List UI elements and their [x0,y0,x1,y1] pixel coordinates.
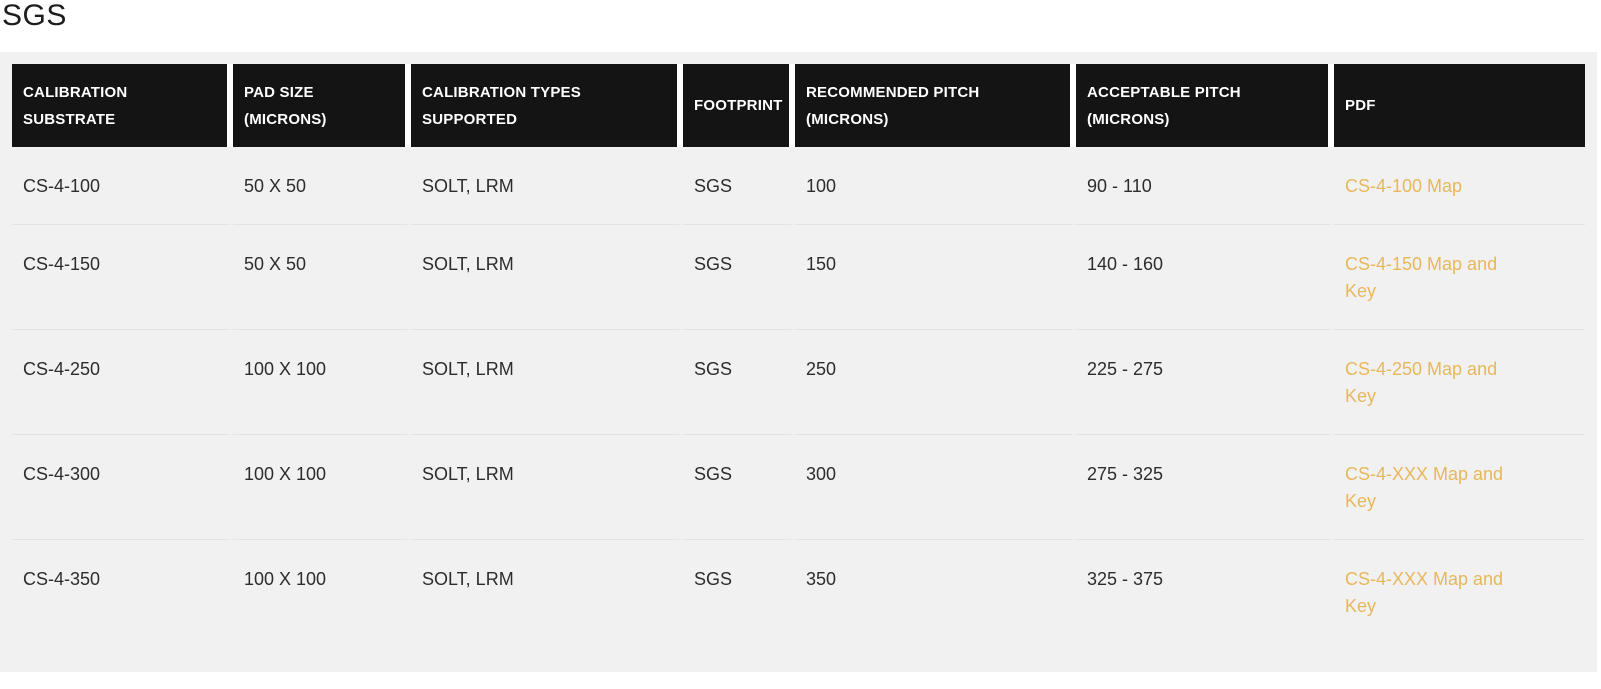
cell-pad-size: 100 X 100 [233,434,411,539]
cell-pdf: CS-4-150 Map and Key [1334,224,1585,329]
cell-recommended-pitch: 100 [806,176,837,196]
cell-calibration-substrate: CS-4-100 [23,176,101,196]
column-header-footprint: FOOTPRINT [683,64,795,147]
cell-acceptable-pitch: 90 - 110 [1087,176,1152,196]
table-row: CS-4-100 50 X 50 SOLT, LRM SGS 100 90 - … [12,147,1585,224]
calibration-substrates-table: CALIBRATION SUBSTRATE PAD SIZE (MICRONS)… [12,64,1585,644]
cell-calibration-types: SOLT, LRM [422,176,514,196]
cell-footprint: SGS [683,224,795,329]
cell-pdf: CS-4-250 Map and Key [1334,329,1585,434]
table-header: CALIBRATION SUBSTRATE PAD SIZE (MICRONS)… [12,64,1585,147]
cell-calibration-substrate: CS-4-350 [12,539,233,644]
pdf-link[interactable]: CS-4-250 Map and Key [1345,359,1498,406]
pdf-link[interactable]: CS-4-100 Map [1345,176,1463,196]
cell-calibration-substrate: CS-4-150 [12,224,233,329]
cell-pdf: CS-4-XXX Map and Key [1334,434,1585,539]
page-title: SGS [2,0,67,32]
cell-calibration-types: SOLT, LRM [411,224,683,329]
cell-pad-size: 100 X 100 [233,539,411,644]
cell-footprint: SGS [683,539,795,644]
cell-recommended-pitch: 250 [795,329,1076,434]
table-row: CS-4-250 100 X 100 SOLT, LRM SGS 250 225… [12,329,1585,434]
cell-pad-size: 50 X 50 [244,176,307,196]
table-body: CS-4-100 50 X 50 SOLT, LRM SGS 100 90 - … [12,147,1585,644]
column-header-calibration-types: CALIBRATION TYPES SUPPORTED [411,64,683,147]
column-header-pdf: PDF [1334,64,1585,147]
cell-acceptable-pitch: 140 - 160 [1076,224,1334,329]
cell-recommended-pitch: 150 [795,224,1076,329]
cell-pdf: CS-4-100 Map [1334,147,1585,224]
column-header-acceptable-pitch: ACCEPTABLE PITCH (MICRONS) [1076,64,1334,147]
cell-acceptable-pitch: 275 - 325 [1076,434,1334,539]
cell-acceptable-pitch: 225 - 275 [1076,329,1334,434]
column-header-pad-size: PAD SIZE (MICRONS) [233,64,411,147]
column-header-calibration-substrate: CALIBRATION SUBSTRATE [12,64,233,147]
cell-calibration-substrate: CS-4-250 [12,329,233,434]
cell-calibration-substrate: CS-4-300 [12,434,233,539]
pdf-link[interactable]: CS-4-XXX Map and Key [1345,464,1504,511]
cell-footprint: SGS [694,176,733,196]
cell-acceptable-pitch: 325 - 375 [1076,539,1334,644]
pdf-link[interactable]: CS-4-XXX Map and Key [1345,569,1504,616]
cell-pad-size: 50 X 50 [233,224,411,329]
cell-pad-size: 100 X 100 [233,329,411,434]
cell-pdf: CS-4-XXX Map and Key [1334,539,1585,644]
table-row: CS-4-350 100 X 100 SOLT, LRM SGS 350 325… [12,539,1585,644]
column-header-recommended-pitch: RECOMMENDED PITCH (MICRONS) [795,64,1076,147]
cell-recommended-pitch: 350 [795,539,1076,644]
table-row: CS-4-300 100 X 100 SOLT, LRM SGS 300 275… [12,434,1585,539]
pdf-link[interactable]: CS-4-150 Map and Key [1345,254,1498,301]
cell-calibration-types: SOLT, LRM [411,329,683,434]
calibration-table-section: CALIBRATION SUBSTRATE PAD SIZE (MICRONS)… [0,52,1597,672]
header-row: CALIBRATION SUBSTRATE PAD SIZE (MICRONS)… [12,64,1585,147]
table-row: CS-4-150 50 X 50 SOLT, LRM SGS 150 140 -… [12,224,1585,329]
cell-calibration-types: SOLT, LRM [411,539,683,644]
cell-recommended-pitch: 300 [795,434,1076,539]
cell-calibration-types: SOLT, LRM [411,434,683,539]
cell-footprint: SGS [683,434,795,539]
cell-footprint: SGS [683,329,795,434]
